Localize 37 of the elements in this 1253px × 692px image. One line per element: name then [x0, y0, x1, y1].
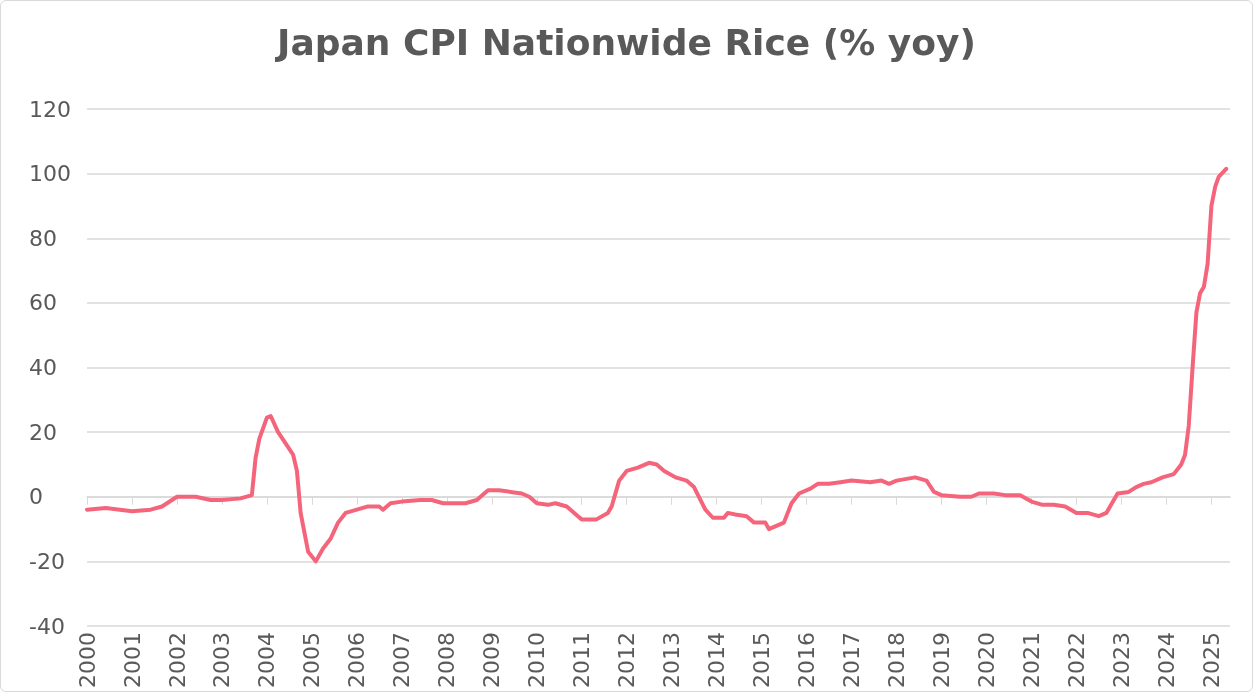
chart-title: Japan CPI Nationwide Rice (% yoy)	[274, 21, 976, 63]
x-tick-label: 2001	[119, 632, 145, 689]
x-tick-label: 2025	[1198, 632, 1224, 689]
x-tick-label: 2021	[1019, 632, 1045, 689]
y-tick-label: -20	[29, 548, 65, 574]
x-tick-label: 2009	[479, 632, 505, 689]
x-tick-label: 2013	[659, 632, 685, 689]
x-tick-label: 2006	[344, 632, 370, 689]
x-tick-label: 2017	[839, 632, 865, 689]
x-tick-label: 2022	[1063, 632, 1089, 689]
x-tick-label: 2002	[164, 632, 190, 689]
x-tick-label: 2007	[389, 632, 415, 689]
y-tick-label: 80	[29, 225, 57, 251]
x-tick-label: 2014	[704, 632, 730, 689]
x-tick-label: 2005	[299, 632, 325, 689]
y-tick-label: 40	[29, 355, 57, 381]
x-tick-label: 2023	[1108, 632, 1134, 689]
x-tick-label: 2000	[74, 632, 100, 689]
x-tick-label: 2012	[614, 632, 640, 689]
line-series	[85, 166, 1229, 564]
y-tick-label: 60	[29, 290, 57, 316]
x-tick-label: 2003	[209, 632, 235, 689]
x-tick-label: 2020	[973, 632, 999, 689]
y-tick-label: 20	[29, 419, 57, 445]
y-tick-label: -40	[29, 613, 65, 639]
x-tick-label: 2008	[434, 632, 460, 689]
x-tick-label: 2011	[569, 632, 595, 689]
y-tick-label: 120	[29, 96, 71, 122]
x-tick-label: 2016	[794, 632, 820, 689]
y-tick-label: 100	[29, 161, 71, 187]
x-tick-label: 2019	[929, 632, 955, 689]
x-tick-label: 2010	[524, 632, 550, 689]
x-tick-label: 2018	[884, 632, 910, 689]
x-tick-label: 2024	[1153, 632, 1179, 689]
x-tick-label: 2004	[254, 632, 280, 689]
x-tick-label: 2015	[749, 632, 775, 689]
y-tick-label: 0	[29, 484, 43, 510]
